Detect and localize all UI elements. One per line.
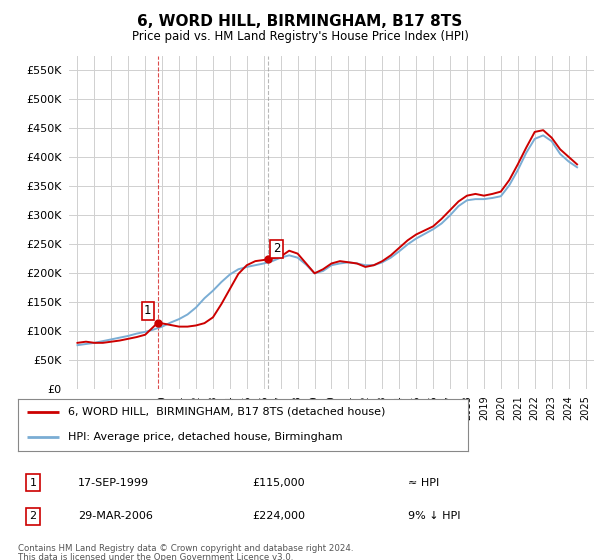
Text: £224,000: £224,000 xyxy=(252,511,305,521)
Text: HPI: Average price, detached house, Birmingham: HPI: Average price, detached house, Birm… xyxy=(67,432,342,442)
Text: 1: 1 xyxy=(144,305,151,318)
Text: 9% ↓ HPI: 9% ↓ HPI xyxy=(408,511,461,521)
Text: Contains HM Land Registry data © Crown copyright and database right 2024.: Contains HM Land Registry data © Crown c… xyxy=(18,544,353,553)
Text: 17-SEP-1999: 17-SEP-1999 xyxy=(78,478,149,488)
Text: Price paid vs. HM Land Registry's House Price Index (HPI): Price paid vs. HM Land Registry's House … xyxy=(131,30,469,43)
Text: 6, WORD HILL, BIRMINGHAM, B17 8TS: 6, WORD HILL, BIRMINGHAM, B17 8TS xyxy=(137,14,463,29)
Text: 2: 2 xyxy=(29,511,37,521)
Text: 6, WORD HILL,  BIRMINGHAM, B17 8TS (detached house): 6, WORD HILL, BIRMINGHAM, B17 8TS (detac… xyxy=(67,407,385,417)
Text: 29-MAR-2006: 29-MAR-2006 xyxy=(78,511,153,521)
Text: £115,000: £115,000 xyxy=(252,478,305,488)
Text: ≈ HPI: ≈ HPI xyxy=(408,478,439,488)
Text: 2: 2 xyxy=(273,242,280,255)
Text: 1: 1 xyxy=(29,478,37,488)
Text: This data is licensed under the Open Government Licence v3.0.: This data is licensed under the Open Gov… xyxy=(18,553,293,560)
